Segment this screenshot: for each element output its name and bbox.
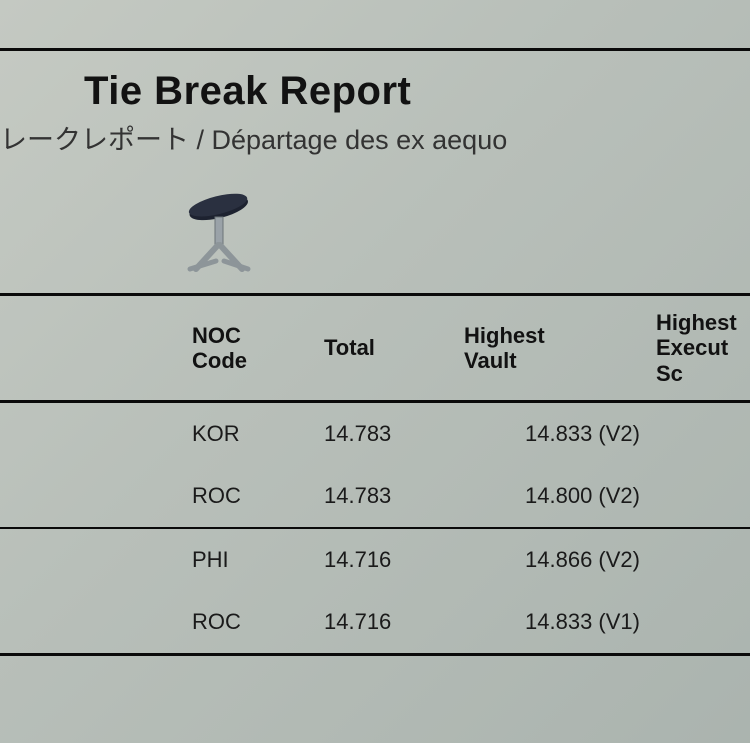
vault-apparatus-icon: [178, 191, 260, 275]
table-row: KOR 14.783 14.833 (V2): [0, 401, 750, 465]
cell-noc: ROC: [184, 591, 316, 653]
cell-highest-vault: 14.833 (V2): [456, 401, 648, 465]
cell-highest-exec: [648, 528, 750, 591]
table-row: ROC 14.783 14.800 (V2): [0, 465, 750, 528]
col-hv-line1: Highest: [464, 323, 545, 348]
cell-total: 14.716: [316, 591, 456, 653]
cell-noc: ROC: [184, 465, 316, 528]
col-noc-line2: Code: [192, 348, 247, 373]
title-block: Tie Break Report レークレポート / Départage des…: [0, 51, 750, 163]
col-hv-line2: Vault: [464, 348, 517, 373]
col-noc-line1: NOC: [192, 323, 241, 348]
report-page: Tie Break Report レークレポート / Départage des…: [0, 48, 750, 743]
cell-highest-vault: 14.866 (V2): [456, 528, 648, 591]
table-row: ROC 14.716 14.833 (V1): [0, 591, 750, 653]
report-subtitle: レークレポート / Départage des ex aequo: [0, 114, 750, 157]
apparatus-icon-slot: [0, 163, 750, 293]
tiebreak-table: NOC Code Total Highest Vault Highest Exe…: [0, 293, 750, 656]
col-he-line2: Sc: [656, 361, 683, 386]
cell-highest-exec: [648, 465, 750, 528]
cell-highest-exec: [648, 401, 750, 465]
col-total: Total: [316, 295, 456, 402]
table-body: KOR 14.783 14.833 (V2) ROC 14.783 14.800…: [0, 401, 750, 654]
cell-noc: KOR: [184, 401, 316, 465]
cell-total: 14.783: [316, 465, 456, 528]
col-highest-exec: Highest Execut Sc: [648, 295, 750, 402]
col-noc-code: NOC Code: [184, 295, 316, 402]
table-end-rule: [0, 653, 750, 655]
cell-total: 14.783: [316, 401, 456, 465]
col-spacer: [0, 295, 184, 402]
col-he-line1: Highest Execut: [656, 310, 737, 360]
cell-noc: PHI: [184, 528, 316, 591]
cell-highest-exec: [648, 591, 750, 653]
report-title: Tie Break Report: [84, 69, 750, 114]
cell-total: 14.716: [316, 528, 456, 591]
col-highest-vault: Highest Vault: [456, 295, 648, 402]
cell-highest-vault: 14.800 (V2): [456, 465, 648, 528]
table-row: PHI 14.716 14.866 (V2): [0, 528, 750, 591]
table-header: NOC Code Total Highest Vault Highest Exe…: [0, 295, 750, 402]
cell-highest-vault: 14.833 (V1): [456, 591, 648, 653]
